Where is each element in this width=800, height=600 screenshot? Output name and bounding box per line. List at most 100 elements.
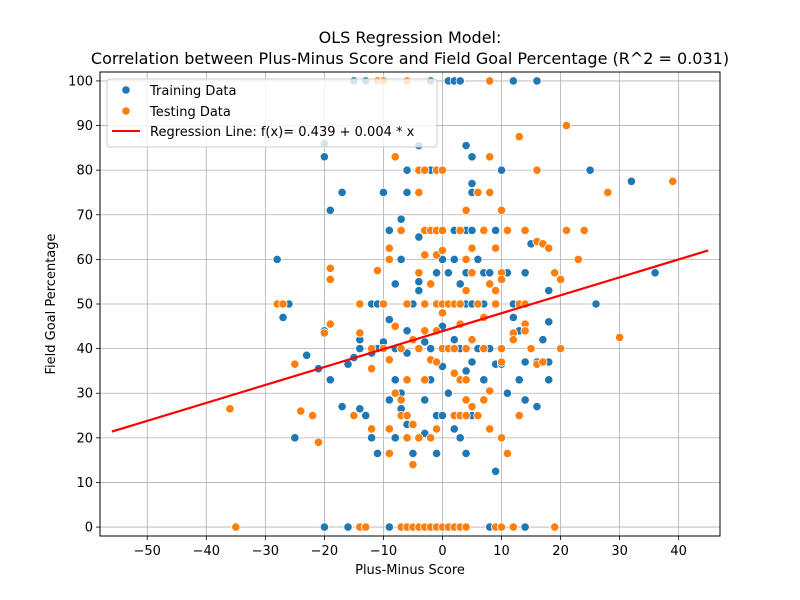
legend: Training Data Testing Data Regression Li… xyxy=(106,78,438,148)
training-point xyxy=(467,178,477,189)
testing-point xyxy=(225,404,235,414)
regression-line xyxy=(111,249,709,433)
testing-point xyxy=(278,299,288,309)
testing-point xyxy=(467,243,477,253)
training-point xyxy=(272,254,282,264)
y-tick-label: 100 xyxy=(68,74,93,89)
testing-point xyxy=(461,375,471,385)
testing-point xyxy=(414,187,424,198)
training-point xyxy=(532,76,542,86)
testing-point xyxy=(355,328,365,338)
legend-box xyxy=(106,78,438,148)
testing-point xyxy=(402,299,412,309)
testing-point xyxy=(437,225,448,235)
testing-point xyxy=(455,299,465,309)
training-point xyxy=(337,402,347,412)
training-point xyxy=(491,225,501,235)
training-point xyxy=(520,522,530,532)
testing-point xyxy=(420,250,430,260)
testing-point xyxy=(420,299,430,309)
testing-point xyxy=(372,265,383,276)
training-point xyxy=(520,268,530,278)
testing-point xyxy=(461,522,471,532)
testing-point xyxy=(431,424,442,434)
x-axis-label: Plus-Minus Score xyxy=(355,563,465,578)
training-point xyxy=(650,268,660,278)
testing-point xyxy=(437,308,448,318)
testing-point xyxy=(485,152,495,162)
training-point xyxy=(455,279,465,289)
testing-point xyxy=(520,225,530,235)
y-tick-label: 50 xyxy=(76,298,93,313)
legend-label-testing: Testing Data xyxy=(149,105,231,120)
testing-point xyxy=(491,243,501,253)
testing-point xyxy=(514,410,524,421)
testing-point xyxy=(550,522,560,532)
x-axis-ticks: −50 −40 −30 −20 −10 0 10 20 30 40 xyxy=(134,536,687,559)
testing-point xyxy=(325,274,335,285)
training-point xyxy=(520,395,530,405)
testing-point xyxy=(561,225,572,235)
testing-point xyxy=(396,225,406,235)
testing-point xyxy=(402,410,412,421)
training-point xyxy=(467,225,477,235)
testing-point xyxy=(307,410,318,421)
y-tick-label: 90 xyxy=(76,119,93,134)
regression-line-group xyxy=(111,249,709,433)
training-point xyxy=(443,388,453,398)
testing-point xyxy=(384,254,394,264)
testing-point xyxy=(384,448,394,459)
training-point xyxy=(443,268,453,278)
testing-point xyxy=(384,355,394,365)
testing-point xyxy=(367,364,377,374)
testing-point xyxy=(467,268,477,278)
y-tick-label: 70 xyxy=(76,208,93,223)
testing-point xyxy=(461,286,471,296)
training-point xyxy=(408,448,418,459)
training-point xyxy=(372,448,383,459)
testing-point xyxy=(526,344,536,354)
training-point xyxy=(384,522,394,532)
testing-point xyxy=(473,410,483,421)
y-tick-label: 60 xyxy=(76,253,93,268)
testing-point xyxy=(508,335,518,345)
testing-point xyxy=(467,335,477,345)
testing-point xyxy=(561,120,572,131)
training-point xyxy=(585,165,595,175)
testing-point xyxy=(402,375,412,385)
y-tick-label: 30 xyxy=(76,387,93,402)
training-point xyxy=(414,232,424,242)
training-point xyxy=(384,315,394,325)
testing-point xyxy=(491,286,501,296)
testing-point xyxy=(496,433,507,443)
training-point xyxy=(402,187,412,198)
testing-point xyxy=(473,187,483,198)
testing-point xyxy=(290,359,300,369)
testing-point xyxy=(491,299,501,309)
x-tick-label: 20 xyxy=(552,544,569,559)
testing-point xyxy=(461,410,471,421)
training-point xyxy=(319,522,329,532)
testing-point xyxy=(485,424,495,434)
testing-point xyxy=(414,433,424,443)
y-axis-ticks: 0 10 20 30 40 50 60 70 80 90 100 xyxy=(68,74,100,536)
testing-point xyxy=(520,326,530,336)
testing-point xyxy=(538,357,548,367)
training-point xyxy=(390,433,400,443)
y-tick-label: 10 xyxy=(76,476,93,491)
testing-point xyxy=(479,344,489,354)
testing-point xyxy=(485,279,495,289)
testing-point xyxy=(319,328,329,338)
testing-point xyxy=(550,268,560,278)
legend-marker-testing xyxy=(121,106,131,116)
testing-point xyxy=(325,263,335,273)
testing-point xyxy=(431,357,442,367)
testing-point xyxy=(390,388,400,398)
legend-label-training: Training Data xyxy=(149,84,236,99)
training-point xyxy=(508,76,518,86)
testing-point xyxy=(502,448,513,459)
testing-point xyxy=(555,274,566,285)
training-point xyxy=(538,335,548,345)
testing-point xyxy=(496,357,507,367)
training-point xyxy=(449,424,459,434)
